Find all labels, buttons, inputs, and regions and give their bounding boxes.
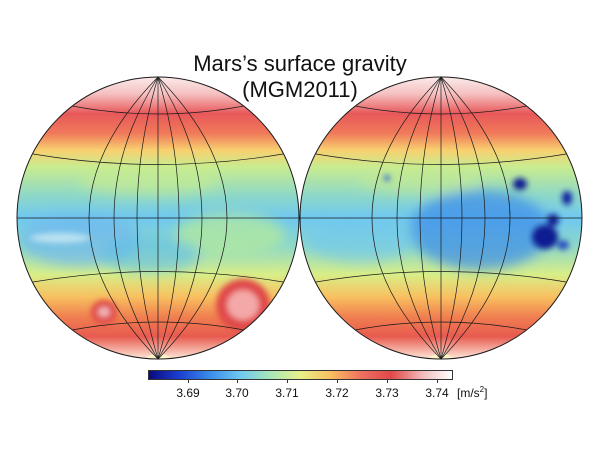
unit-exponent: 2 (479, 385, 485, 394)
colorbar-tick-mark (337, 379, 338, 383)
colorbar-tick-label: 3.69 (176, 386, 200, 400)
unit-suffix: ] (484, 386, 488, 400)
colorbar-tick-label: 3.73 (375, 386, 399, 400)
colorbar-tick-mark (287, 379, 288, 383)
map-title: Mars’s surface gravity (193, 51, 407, 76)
left-graticule (16, 76, 300, 360)
colorbar-tick-label: 3.70 (225, 386, 249, 400)
unit-prefix: [m/s (457, 386, 480, 400)
map-subtitle: (MGM2011) (242, 77, 358, 102)
colorbar-unit: [m/s2] (457, 385, 487, 400)
right-graticule (299, 76, 583, 360)
colorbar-tick-mark (437, 379, 438, 383)
colorbar-tick-mark (237, 379, 238, 383)
colorbar-tick-label: 3.74 (425, 386, 449, 400)
colorbar-tick-mark (188, 379, 189, 383)
colorbar (148, 370, 453, 380)
colorbar-tick-mark (387, 379, 388, 383)
colorbar-tick-label: 3.71 (275, 386, 299, 400)
colorbar-tick-label: 3.72 (325, 386, 349, 400)
